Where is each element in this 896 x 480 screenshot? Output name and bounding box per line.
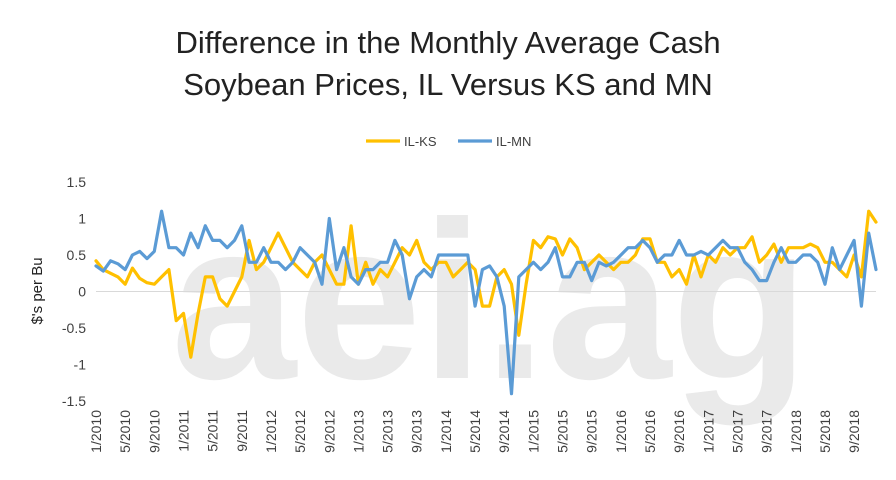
x-tick-label: 1/2012	[263, 410, 279, 453]
y-axis-label: $'s per Bu	[29, 257, 46, 324]
chart-title: Difference in the Monthly Average Cash S…	[0, 22, 896, 106]
x-tick-label: 9/2016	[671, 410, 687, 453]
x-tick-label: 9/2018	[846, 410, 862, 453]
chart-title-line-1: Difference in the Monthly Average Cash	[175, 25, 721, 60]
x-tick-label: 9/2011	[234, 410, 250, 452]
x-tick-label: 5/2014	[467, 410, 483, 453]
x-tick-label: 9/2010	[146, 410, 162, 453]
x-tick-label: 1/2017	[700, 410, 716, 453]
legend-label-il-mn: IL-MN	[496, 134, 531, 149]
y-tick-label: -0.5	[62, 320, 86, 336]
series-line-il-ks	[94, 209, 878, 359]
series-line-il-mn	[94, 209, 878, 396]
x-tick-label: 9/2012	[321, 410, 337, 453]
legend: IL-KS IL-MN	[366, 134, 531, 149]
x-tick-label: 9/2014	[496, 410, 512, 453]
x-tick-label: 1/2013	[350, 410, 366, 453]
chart-title-line-2: Soybean Prices, IL Versus KS and MN	[183, 67, 713, 102]
plot-area	[94, 209, 878, 396]
x-axis: 1/2010 5/2010 9/2010 1/2011 5/2011 9/2011 1/20…	[88, 291, 876, 453]
x-tick-label: 5/2016	[642, 410, 658, 453]
x-tick-label: 5/2010	[117, 410, 133, 453]
y-tick-label: -1.5	[62, 393, 86, 409]
x-tick-label: 1/2015	[525, 410, 541, 453]
y-tick-label: 0.5	[67, 247, 87, 263]
y-tick-label: 1.5	[67, 174, 87, 190]
y-tick-label: -1	[74, 357, 87, 373]
x-tick-label: 1/2011	[175, 410, 191, 452]
legend-label-il-ks: IL-KS	[404, 134, 437, 149]
x-tick-label: 1/2018	[788, 410, 804, 453]
x-tick-label: 1/2014	[438, 410, 454, 453]
x-tick-label: 5/2011	[205, 410, 221, 452]
x-tick-label: 9/2013	[409, 410, 425, 453]
x-tick-label: 5/2018	[817, 410, 833, 453]
x-tick-label: 9/2017	[759, 410, 775, 453]
x-tick-label: 5/2012	[292, 410, 308, 453]
y-tick-label: 1	[78, 211, 86, 227]
x-tick-label: 1/2016	[613, 410, 629, 453]
x-tick-label: 9/2015	[584, 410, 600, 453]
y-tick-label: 0	[78, 284, 86, 300]
x-tick-label: 5/2017	[729, 410, 745, 453]
x-tick-label: 1/2010	[88, 410, 104, 453]
y-axis: 1.5 1 0.5 0 -0.5 -1 -1.5	[62, 174, 86, 409]
x-tick-label: 5/2013	[380, 410, 396, 453]
x-tick-label: 5/2015	[555, 410, 571, 453]
